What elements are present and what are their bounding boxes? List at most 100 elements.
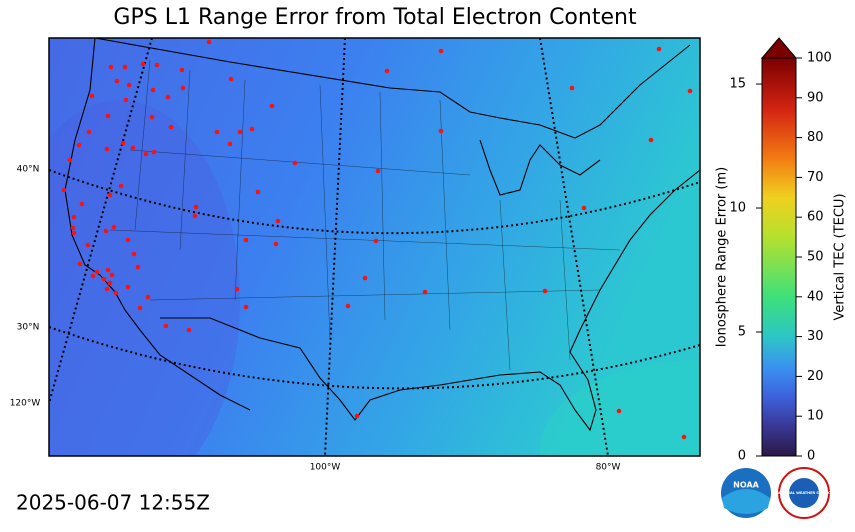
right-tick-label: 20 bbox=[807, 369, 824, 384]
station bbox=[118, 183, 124, 189]
lon-label: 120°W bbox=[10, 399, 41, 409]
station bbox=[422, 289, 428, 295]
station bbox=[137, 305, 143, 311]
right-tick-label: 100 bbox=[807, 51, 832, 66]
station bbox=[107, 192, 113, 198]
right-tick-label: 40 bbox=[807, 289, 824, 304]
station bbox=[438, 128, 444, 134]
right-tick-label: 90 bbox=[807, 90, 824, 105]
station bbox=[569, 85, 575, 91]
station bbox=[179, 67, 185, 73]
colorbar-left-label: Ionosphere Range Error (m) bbox=[715, 167, 730, 347]
station bbox=[143, 151, 149, 157]
station bbox=[125, 284, 131, 290]
station bbox=[111, 224, 117, 230]
station bbox=[273, 241, 279, 247]
station bbox=[126, 82, 132, 88]
station bbox=[105, 113, 111, 119]
station bbox=[145, 294, 151, 300]
station bbox=[362, 275, 368, 281]
station bbox=[648, 137, 654, 143]
station bbox=[122, 64, 128, 70]
timestamp: 2025-06-07 12:55Z bbox=[16, 491, 210, 515]
station bbox=[165, 94, 171, 100]
station bbox=[85, 242, 91, 248]
station bbox=[140, 61, 146, 67]
station bbox=[269, 103, 275, 109]
station bbox=[67, 157, 73, 163]
station bbox=[243, 237, 249, 243]
station bbox=[168, 124, 174, 130]
left-tick-label: 15 bbox=[729, 77, 746, 92]
colorbar-bar bbox=[761, 57, 797, 457]
lon-label: 100°W bbox=[310, 463, 341, 473]
station bbox=[108, 64, 114, 70]
station bbox=[120, 140, 126, 146]
station bbox=[438, 48, 444, 54]
station bbox=[255, 189, 261, 195]
station bbox=[94, 269, 100, 275]
station bbox=[687, 88, 693, 94]
colorbar-extension bbox=[760, 37, 798, 59]
station bbox=[123, 97, 129, 103]
title: GPS L1 Range Error from Total Electron C… bbox=[113, 5, 637, 30]
station bbox=[105, 267, 111, 273]
station bbox=[76, 142, 82, 148]
station bbox=[542, 288, 548, 294]
right-tick-label: 50 bbox=[807, 250, 824, 265]
lat-label: 30°N bbox=[17, 323, 40, 333]
station bbox=[113, 290, 119, 296]
nws-logo: NATIONAL WEATHER SERVICE bbox=[775, 467, 834, 519]
state-borders bbox=[109, 59, 621, 371]
station bbox=[104, 286, 110, 292]
station bbox=[79, 201, 85, 207]
station bbox=[149, 114, 155, 120]
left-tick-label: 0 bbox=[738, 449, 746, 464]
station bbox=[345, 303, 351, 309]
station bbox=[243, 304, 249, 310]
station bbox=[581, 205, 587, 211]
station bbox=[249, 126, 255, 132]
station bbox=[125, 237, 131, 243]
right-tick-label: 10 bbox=[807, 409, 824, 424]
station bbox=[206, 39, 212, 45]
station bbox=[104, 146, 110, 152]
colorbar bbox=[760, 37, 798, 457]
lat-label: 40°N bbox=[17, 165, 40, 175]
tec-contour bbox=[540, 360, 700, 456]
station bbox=[70, 225, 76, 231]
station bbox=[130, 145, 136, 151]
station bbox=[103, 228, 109, 234]
station bbox=[193, 204, 199, 210]
station bbox=[656, 46, 662, 52]
station bbox=[373, 238, 379, 244]
station bbox=[234, 286, 240, 292]
station bbox=[180, 85, 186, 91]
right-tick-label: 60 bbox=[807, 210, 824, 225]
logo-text: NOAA bbox=[733, 481, 759, 490]
stations bbox=[61, 39, 693, 440]
station bbox=[228, 76, 234, 82]
station bbox=[154, 62, 160, 68]
station bbox=[681, 434, 687, 440]
station bbox=[227, 141, 233, 147]
tec-contour bbox=[49, 100, 240, 456]
logo-inner bbox=[789, 478, 819, 508]
station bbox=[237, 129, 243, 135]
station bbox=[186, 327, 192, 333]
graticule bbox=[49, 38, 700, 456]
station bbox=[90, 273, 96, 279]
station bbox=[71, 230, 77, 236]
logo-text: NATIONAL WEATHER SERVICE bbox=[775, 491, 834, 495]
station bbox=[150, 87, 156, 93]
station bbox=[616, 408, 622, 414]
station bbox=[214, 129, 220, 135]
station bbox=[354, 413, 360, 419]
coastlines bbox=[64, 38, 700, 432]
station bbox=[107, 280, 113, 286]
lon-label: 80°W bbox=[596, 463, 621, 473]
station bbox=[292, 160, 298, 166]
station bbox=[151, 149, 157, 155]
right-tick-label: 0 bbox=[807, 449, 815, 464]
